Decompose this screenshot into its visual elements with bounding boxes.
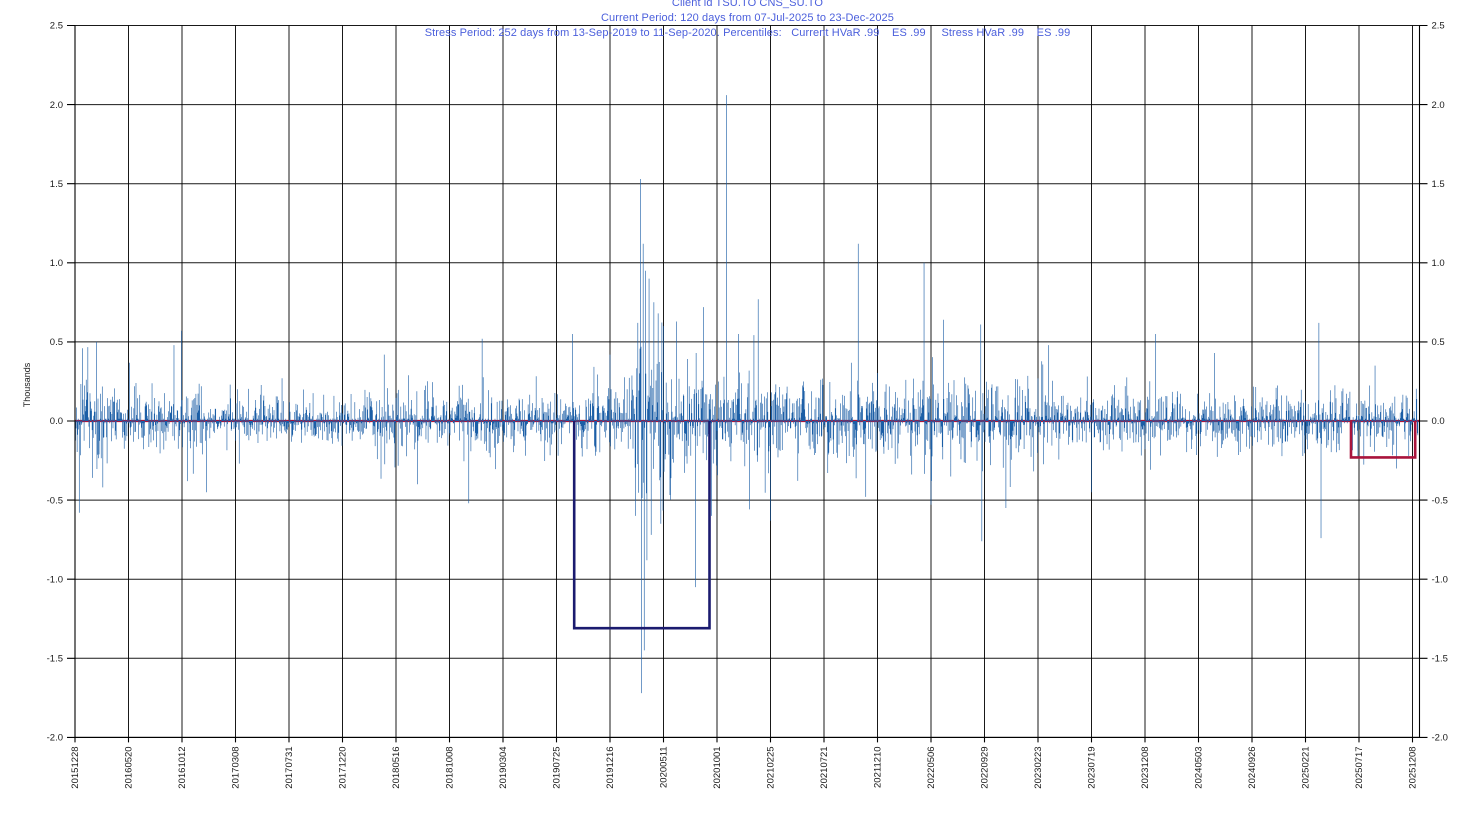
y-tick-label-right: -1.0: [1432, 574, 1448, 585]
y-tick-label-right: 0.5: [1432, 337, 1445, 348]
x-tick-label: 20170308: [231, 746, 242, 788]
x-tick-label: 20220929: [980, 746, 991, 788]
x-tick-label: 20220506: [926, 746, 937, 788]
x-tick-label: 20200511: [659, 746, 670, 788]
x-tick-label: 20240503: [1194, 746, 1205, 788]
y-tick-label-left: 2.5: [50, 21, 63, 32]
x-tick-label: 20180516: [391, 746, 402, 788]
y-axis-title: Thousands: [22, 362, 32, 407]
x-tick-label: 20230719: [1087, 746, 1098, 788]
y-tick-label-right: 2.0: [1432, 100, 1445, 111]
x-tick-label: 20170731: [284, 746, 295, 788]
y-tick-label-left: -2.0: [47, 733, 63, 744]
pnl-bars: [74, 95, 1419, 694]
x-axis-labels: 20151228 20160520 20161012 20170308 20170731…: [70, 746, 1419, 788]
y-tick-label-left: -0.5: [47, 495, 63, 506]
x-tick-label: 20161012: [177, 746, 188, 788]
y-tick-label-left: 2.0: [50, 100, 63, 111]
x-tick-label: 20240926: [1247, 746, 1258, 788]
x-tick-label: 20250221: [1301, 746, 1312, 788]
stress-period-box: [572, 421, 711, 630]
x-tick-label: 20250717: [1354, 746, 1365, 788]
y-tick-label-right: 1.0: [1432, 258, 1445, 269]
x-tick-label: 20191216: [605, 746, 616, 788]
y-tick-label-right: -1.5: [1432, 654, 1448, 665]
vertical-gridlines: [74, 25, 1420, 738]
y-tick-label-right: 2.5: [1432, 21, 1445, 32]
x-tick-label: 20211210: [873, 746, 884, 788]
x-tick-label: 20190725: [552, 746, 563, 788]
y-tick-label-left: 1.5: [50, 179, 63, 190]
x-tick-label: 20251208: [1408, 746, 1419, 788]
y-tick-label-right: 0.0: [1432, 416, 1445, 427]
y-tick-label-left: 0.5: [50, 337, 63, 348]
x-tick-label: 20210721: [819, 746, 830, 788]
x-tick-label: 20190304: [498, 746, 509, 788]
x-tick-label: 20160520: [124, 746, 135, 788]
x-tick-label: 20230223: [1033, 746, 1044, 788]
x-tick-label: 20201001: [712, 746, 723, 788]
y-tick-label-right: 1.5: [1432, 179, 1445, 190]
y-tick-label-left: 0.0: [50, 416, 63, 427]
x-tick-label: 20171220: [338, 746, 349, 788]
y-tick-label-right: -0.5: [1432, 495, 1448, 506]
y-tick-label-right: -2.0: [1432, 733, 1448, 744]
y-tick-label-left: 1.0: [50, 258, 63, 269]
y-axis-labels: 2.5 2.5 2.0 2.0 1.5 1.5 1.0 1.0 0.5 0.5 0.0 0.0 -0.5…: [47, 21, 1448, 744]
y-tick-label-left: -1.5: [47, 654, 63, 665]
x-tick-label: 20210225: [766, 746, 777, 788]
current-period-box: [1349, 421, 1417, 459]
x-tick-label: 20181008: [445, 746, 456, 788]
y-tick-label-left: -1.0: [47, 574, 63, 585]
x-tick-label: 20231208: [1140, 746, 1151, 788]
axis-ticks: [67, 24, 1428, 743]
horizontal-gridlines: [75, 25, 1420, 738]
x-tick-label: 20151228: [70, 746, 81, 788]
